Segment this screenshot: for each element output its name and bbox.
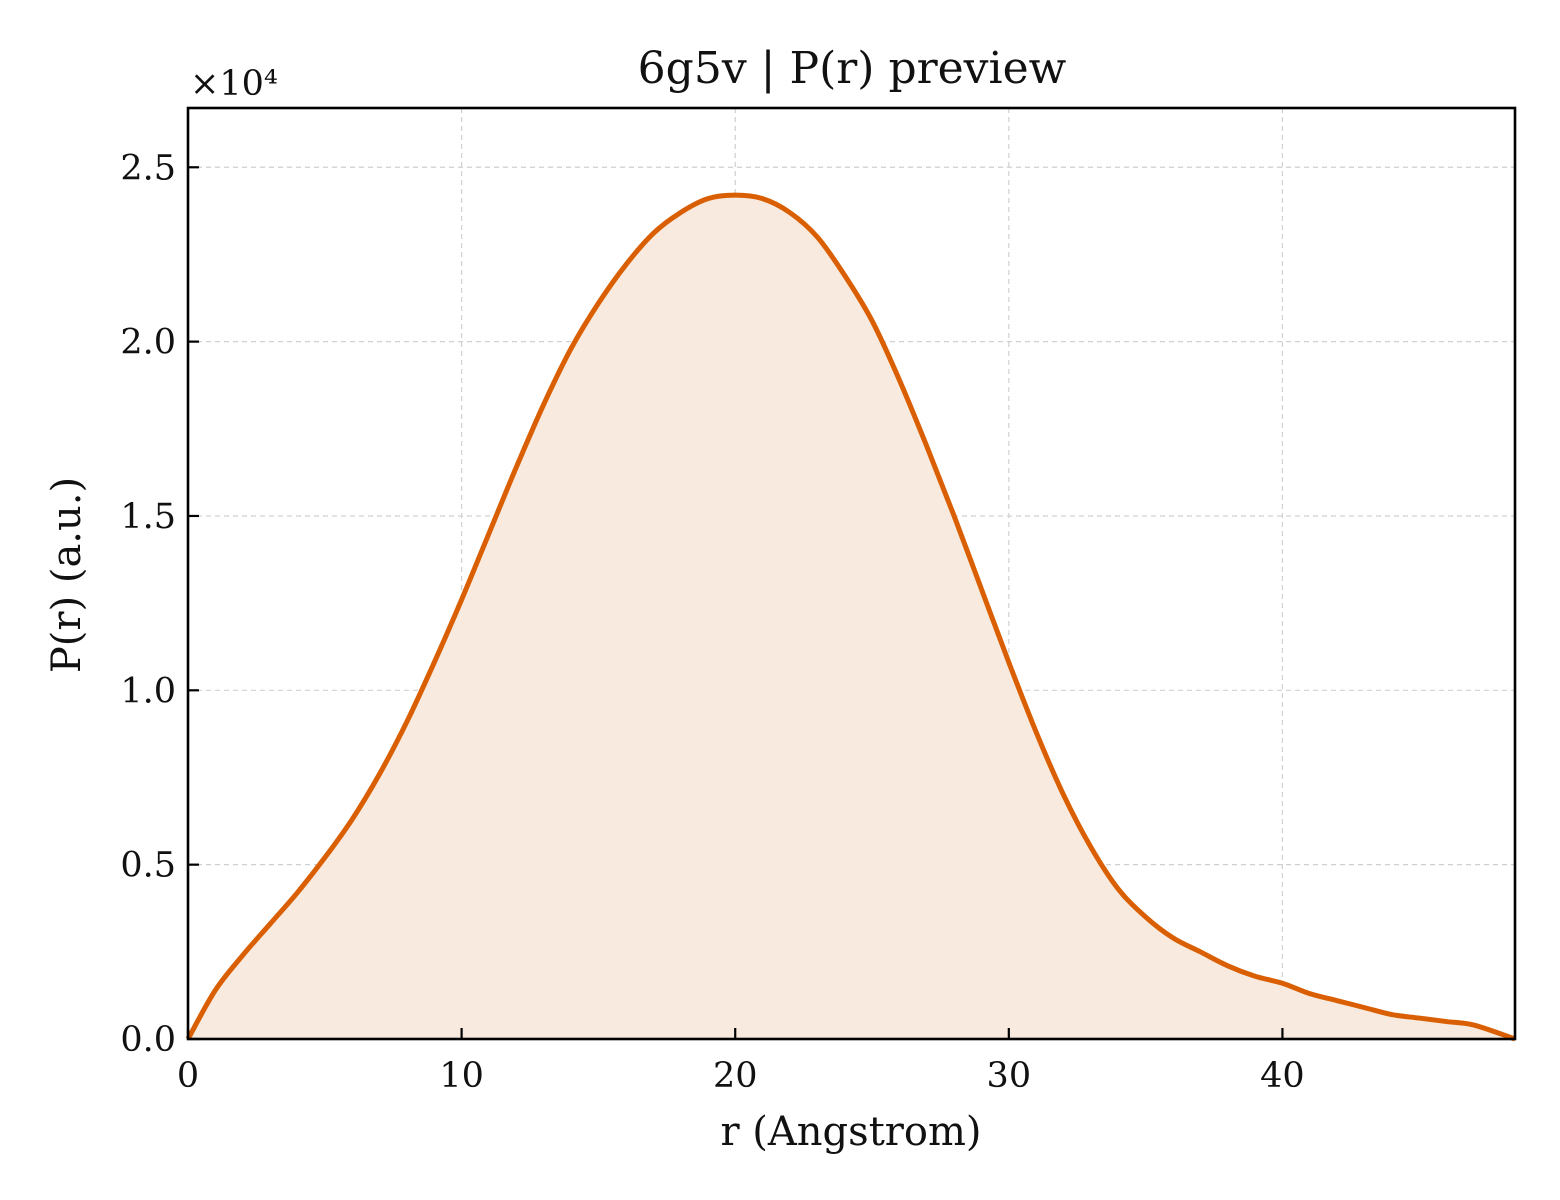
y-tick-label: 2.0: [120, 323, 176, 363]
x-tick-label: 30: [987, 1056, 1032, 1096]
series-area-fill: [188, 195, 1515, 1040]
plot-frame: [186, 106, 1517, 1041]
x-tick-label: 10: [439, 1056, 484, 1096]
x-tick-label: 20: [713, 1056, 758, 1096]
y-tick-label: 1.0: [120, 671, 176, 711]
ticks: 0 10 20 30 40 0.0 0.5 1.0 1.5 2.0 2.5: [120, 148, 1304, 1096]
y-axis-label: P(r) (a.u.): [44, 477, 90, 673]
x-axis-label: r (Angstrom): [720, 1109, 981, 1155]
y-axis-multiplier: ×10⁴: [190, 64, 278, 104]
y-tick-label: 2.5: [120, 148, 176, 188]
series-line: [185, 192, 1516, 1042]
y-tick-label: 0.5: [120, 846, 176, 886]
x-tick-label: 0: [177, 1056, 199, 1096]
y-tick-label: 0.0: [120, 1020, 176, 1060]
x-tick-label: 40: [1260, 1056, 1305, 1096]
chart-title: 6g5v | P(r) preview: [638, 43, 1067, 94]
y-tick-label: 1.5: [120, 497, 176, 537]
